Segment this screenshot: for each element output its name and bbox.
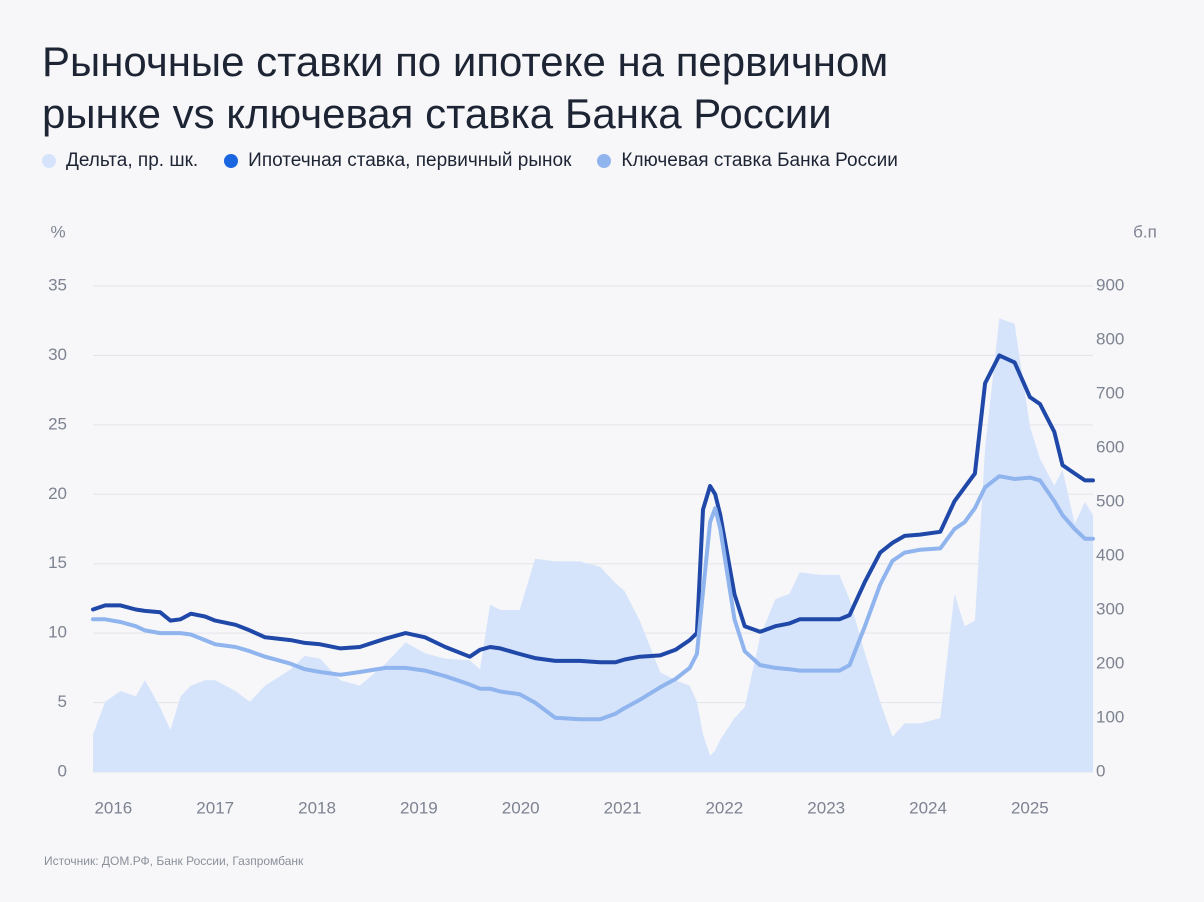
legend: Дельта, пр. шк. Ипотечная ставка, первичн… — [42, 150, 898, 172]
chart-title: Рыночные ставки по ипотеке на первичном … — [42, 38, 889, 137]
y-tick-label: 5 — [58, 692, 67, 711]
legend-item: Ипотечная ставка, первичный рынок — [224, 150, 571, 172]
x-tick-label: 2022 — [705, 798, 743, 817]
y2-tick-label: 100 — [1096, 707, 1124, 726]
y-tick-label: 20 — [48, 484, 67, 503]
y-tick-label: 35 — [48, 275, 67, 294]
y-tick-label: 15 — [48, 553, 67, 572]
y2-tick-label: 600 — [1096, 437, 1124, 456]
series-line — [91, 474, 1095, 722]
y-tick-label: 30 — [48, 345, 67, 364]
y-tick-label: 10 — [48, 623, 67, 642]
legend-label: Дельта, пр. шк. — [66, 150, 199, 171]
x-tick-label: 2016 — [94, 798, 132, 817]
y2-tick-label: 700 — [1096, 383, 1124, 402]
legend-swatch — [597, 154, 612, 168]
legend-item: Ключевая ставка Банка России — [597, 150, 898, 172]
x-tick-label: 2020 — [502, 798, 540, 817]
y2-tick-label: 400 — [1096, 545, 1124, 564]
y2-tick-label: 200 — [1096, 653, 1124, 672]
y2-axis-label: б.п — [1133, 222, 1157, 241]
legend-label: Ипотечная ставка, первичный рынок — [248, 150, 572, 171]
y2-tick-label: 300 — [1096, 599, 1124, 618]
x-tick-label: 2017 — [196, 798, 234, 817]
legend-swatch — [42, 154, 56, 168]
x-tick-label: 2025 — [1011, 798, 1049, 817]
series-line — [91, 353, 1095, 665]
legend-item: Дельта, пр. шк. — [42, 150, 198, 172]
x-tick-label: 2019 — [400, 798, 438, 817]
y-tick-label: 25 — [48, 414, 67, 433]
y2-tick-label: 900 — [1096, 275, 1124, 294]
y2-tick-label: 500 — [1096, 491, 1124, 510]
source-note: Источник: ДОМ.РФ, Банк России, Газпромба… — [44, 854, 304, 868]
y2-tick-label: 800 — [1096, 329, 1124, 348]
x-tick-label: 2021 — [604, 798, 642, 817]
legend-swatch — [224, 154, 239, 168]
x-tick-label: 2018 — [298, 798, 336, 817]
x-tick-label: 2024 — [909, 798, 947, 817]
y2-tick-label: 0 — [1096, 761, 1105, 780]
y-axis-label: % — [50, 222, 65, 241]
legend-label: Ключевая ставка Банка России — [621, 150, 898, 171]
y-tick-label: 0 — [58, 761, 67, 780]
x-tick-label: 2023 — [807, 798, 845, 817]
delta-area — [93, 318, 1093, 772]
